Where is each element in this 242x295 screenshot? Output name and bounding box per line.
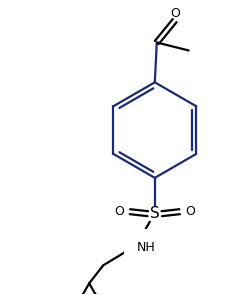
Text: O: O (186, 205, 196, 218)
Text: O: O (170, 7, 180, 20)
Text: NH: NH (137, 241, 156, 254)
Text: S: S (150, 206, 160, 221)
Text: O: O (114, 205, 124, 218)
